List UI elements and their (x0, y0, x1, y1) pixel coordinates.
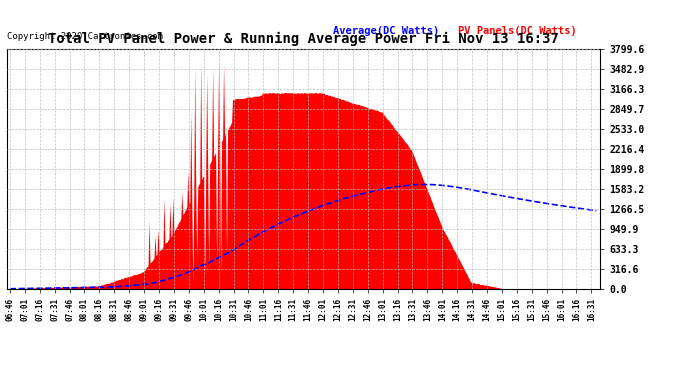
Text: Average(DC Watts): Average(DC Watts) (333, 26, 440, 36)
Text: PV Panels(DC Watts): PV Panels(DC Watts) (458, 26, 577, 36)
Title: Total PV Panel Power & Running Average Power Fri Nov 13 16:37: Total PV Panel Power & Running Average P… (48, 32, 559, 46)
Text: Copyright 2020 Cartronics.com: Copyright 2020 Cartronics.com (7, 32, 163, 41)
